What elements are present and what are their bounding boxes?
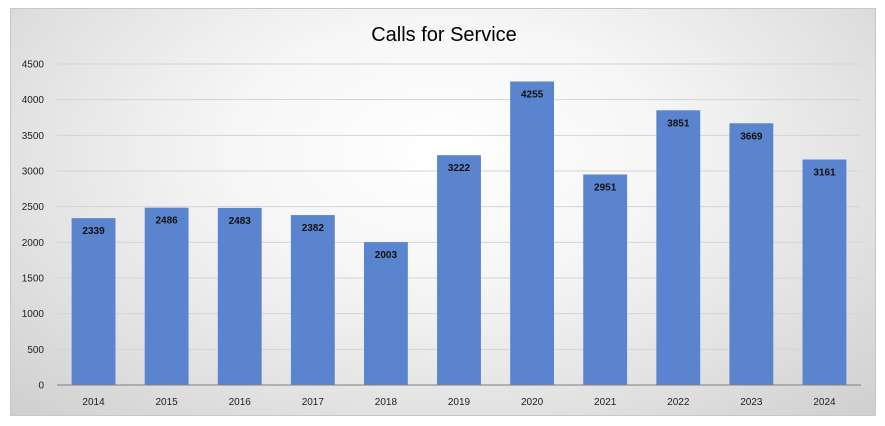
x-tick-label: 2018 (375, 397, 398, 408)
chart-title: Calls for Service (371, 24, 517, 46)
bar-2020 (510, 81, 555, 385)
x-tick-label: 2020 (521, 397, 544, 408)
bar-chart: Calls for Service 0 500 1000 1500 2000 2500 30… (22, 24, 861, 408)
y-tick-label: 4000 (22, 95, 45, 106)
data-label-2017: 2382 (302, 223, 325, 234)
x-tick-label: 2022 (667, 397, 690, 408)
data-label-2019: 3222 (448, 163, 471, 174)
x-tick-label: 2015 (156, 397, 179, 408)
bar-2018 (363, 242, 408, 385)
bar-2024 (802, 159, 847, 385)
y-tick-label: 1500 (22, 274, 45, 285)
data-label-2023: 3669 (740, 131, 763, 142)
data-label-2014: 2339 (82, 226, 105, 237)
y-tick-label: 0 (38, 381, 44, 392)
bar-2023 (729, 123, 774, 385)
x-tick-label: 2024 (813, 397, 836, 408)
chart-frame: Calls for Service 0 500 1000 1500 2000 2500 30… (10, 8, 876, 416)
y-tick-label: 2500 (22, 202, 45, 213)
bars (71, 81, 847, 385)
x-tick-label: 2019 (448, 397, 471, 408)
bar-2021 (583, 174, 628, 385)
data-label-2018: 2003 (375, 250, 398, 261)
bar-2017 (290, 215, 335, 385)
y-tick-label: 500 (27, 345, 44, 356)
y-tick-label: 2000 (22, 238, 45, 249)
y-tick-label: 3000 (22, 167, 45, 178)
bar-2022 (656, 110, 701, 385)
data-label-2016: 2483 (229, 216, 252, 227)
x-tick-label: 2017 (302, 397, 325, 408)
x-tick-label: 2014 (82, 397, 105, 408)
bar-2016 (217, 207, 262, 385)
x-tick-label: 2016 (229, 397, 252, 408)
y-tick-label: 1000 (22, 309, 45, 320)
x-tick-label: 2021 (594, 397, 617, 408)
y-tick-label: 3500 (22, 131, 45, 142)
bar-2015 (144, 207, 189, 385)
data-label-2024: 3161 (813, 168, 836, 179)
bar-2019 (437, 155, 481, 385)
data-label-2015: 2486 (156, 216, 179, 227)
data-labels: 2339 2486 2483 2382 2003 3222 4255 2951 3851 3669… (82, 89, 836, 261)
y-tick-label: 4500 (22, 60, 45, 71)
x-tick-label: 2023 (740, 397, 763, 408)
data-label-2021: 2951 (594, 182, 617, 193)
data-label-2020: 4255 (521, 89, 544, 100)
x-axis-ticks: 2014 2015 2016 2017 2018 2019 2020 2021 2022 2023… (82, 397, 836, 408)
y-axis-ticks: 0 500 1000 1500 2000 2500 3000 3500 4000 4500 (22, 60, 45, 392)
bar-2014 (71, 218, 116, 385)
data-label-2022: 3851 (667, 118, 690, 129)
